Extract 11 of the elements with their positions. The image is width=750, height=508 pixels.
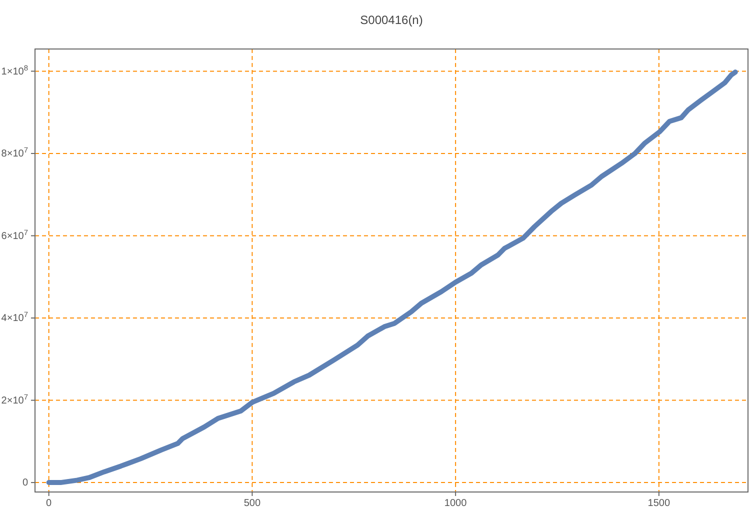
y-tick-label: 1×10$^{8}$: [1, 62, 28, 78]
y-tick-label: 6×10$^{7}$: [1, 227, 28, 242]
chart-title: S000416(n): [360, 13, 423, 27]
y-tick-label: 8×10$^{7}$: [1, 145, 28, 160]
y-tick-label: 4×10$^{7}$: [1, 310, 28, 324]
x-tick-label: 500: [244, 498, 261, 508]
x-tick-label: 1000: [444, 498, 468, 508]
x-tick-label: 0: [46, 498, 52, 508]
x-tick-label: 1500: [648, 498, 670, 508]
y-tick-label: 2×10$^{7}$: [1, 392, 28, 406]
y-tick-label: 0: [22, 478, 28, 489]
